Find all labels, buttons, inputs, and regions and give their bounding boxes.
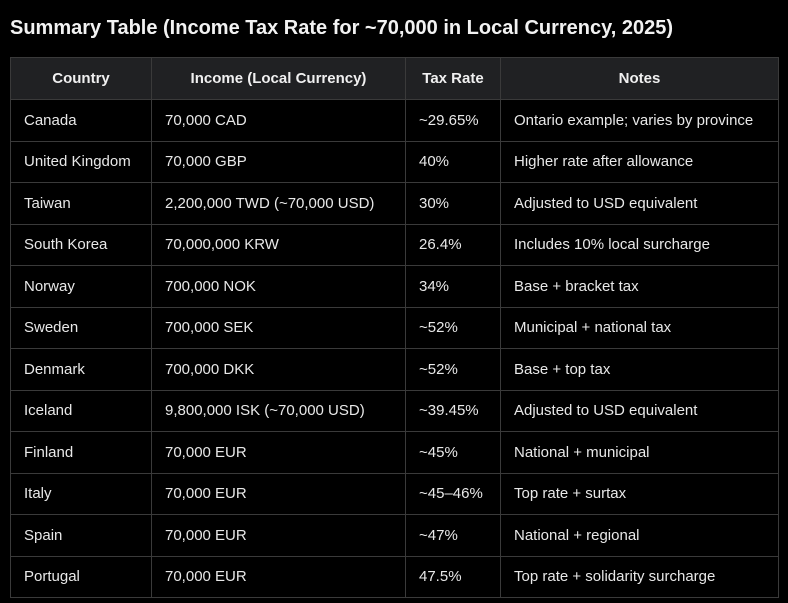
- cell-income: 2,200,000 TWD (~70,000 USD): [151, 182, 406, 225]
- cell-notes: Base + top tax: [500, 348, 779, 391]
- cell-tax-rate: 47.5%: [405, 555, 501, 598]
- cell-notes: Base + bracket tax: [500, 265, 779, 308]
- summary-table: Country Income (Local Currency) Tax Rate…: [10, 57, 779, 598]
- cell-tax-rate: ~52%: [405, 306, 501, 349]
- cell-tax-rate: ~45–46%: [405, 472, 501, 515]
- column-header-country: Country: [10, 57, 152, 100]
- cell-tax-rate: ~39.45%: [405, 389, 501, 432]
- cell-notes: Includes 10% local surcharge: [500, 223, 779, 266]
- table-row: Portugal 70,000 EUR 47.5% Top rate + sol…: [10, 555, 779, 598]
- cell-tax-rate: ~47%: [405, 514, 501, 557]
- cell-country: Taiwan: [10, 182, 152, 225]
- table-row: Norway 700,000 NOK 34% Base + bracket ta…: [10, 265, 779, 308]
- cell-income: 70,000 EUR: [151, 472, 406, 515]
- table-row: Iceland 9,800,000 ISK (~70,000 USD) ~39.…: [10, 389, 779, 432]
- table-row: Taiwan 2,200,000 TWD (~70,000 USD) 30% A…: [10, 182, 779, 225]
- cell-country: Portugal: [10, 555, 152, 598]
- table-row: Canada 70,000 CAD ~29.65% Ontario exampl…: [10, 99, 779, 142]
- cell-country: Iceland: [10, 389, 152, 432]
- cell-income: 700,000 SEK: [151, 306, 406, 349]
- cell-notes: National + regional: [500, 514, 779, 557]
- cell-tax-rate: ~52%: [405, 348, 501, 391]
- cell-income: 700,000 DKK: [151, 348, 406, 391]
- cell-country: United Kingdom: [10, 140, 152, 183]
- cell-notes: Top rate + surtax: [500, 472, 779, 515]
- cell-income: 70,000 EUR: [151, 514, 406, 557]
- cell-notes: Ontario example; varies by province: [500, 99, 779, 142]
- cell-country: Denmark: [10, 348, 152, 391]
- cell-income: 70,000 EUR: [151, 431, 406, 474]
- table-row: Italy 70,000 EUR ~45–46% Top rate + surt…: [10, 472, 779, 515]
- cell-country: Finland: [10, 431, 152, 474]
- cell-notes: Higher rate after allowance: [500, 140, 779, 183]
- cell-country: Norway: [10, 265, 152, 308]
- column-header-income: Income (Local Currency): [151, 57, 406, 100]
- cell-income: 70,000,000 KRW: [151, 223, 406, 266]
- cell-notes: Adjusted to USD equivalent: [500, 389, 779, 432]
- table-row: South Korea 70,000,000 KRW 26.4% Include…: [10, 223, 779, 266]
- table-row: Sweden 700,000 SEK ~52% Municipal + nati…: [10, 306, 779, 349]
- cell-notes: National + municipal: [500, 431, 779, 474]
- cell-notes: Municipal + national tax: [500, 306, 779, 349]
- cell-notes: Top rate + solidarity surcharge: [500, 555, 779, 598]
- cell-tax-rate: 34%: [405, 265, 501, 308]
- table-row: United Kingdom 70,000 GBP 40% Higher rat…: [10, 140, 779, 183]
- cell-country: Spain: [10, 514, 152, 557]
- cell-tax-rate: ~45%: [405, 431, 501, 474]
- cell-tax-rate: 40%: [405, 140, 501, 183]
- table-row: Finland 70,000 EUR ~45% National + munic…: [10, 431, 779, 474]
- cell-tax-rate: 30%: [405, 182, 501, 225]
- cell-tax-rate: 26.4%: [405, 223, 501, 266]
- cell-notes: Adjusted to USD equivalent: [500, 182, 779, 225]
- cell-country: South Korea: [10, 223, 152, 266]
- page-title: Summary Table (Income Tax Rate for ~70,0…: [10, 17, 674, 39]
- table-row: Denmark 700,000 DKK ~52% Base + top tax: [10, 348, 779, 391]
- cell-income: 9,800,000 ISK (~70,000 USD): [151, 389, 406, 432]
- table-row: Spain 70,000 EUR ~47% National + regiona…: [10, 514, 779, 557]
- column-header-tax-rate: Tax Rate: [405, 57, 501, 100]
- cell-country: Canada: [10, 99, 152, 142]
- table-header-row: Country Income (Local Currency) Tax Rate…: [10, 57, 779, 100]
- cell-income: 70,000 EUR: [151, 555, 406, 598]
- cell-country: Sweden: [10, 306, 152, 349]
- cell-tax-rate: ~29.65%: [405, 99, 501, 142]
- cell-income: 700,000 NOK: [151, 265, 406, 308]
- cell-country: Italy: [10, 472, 152, 515]
- cell-income: 70,000 CAD: [151, 99, 406, 142]
- column-header-notes: Notes: [500, 57, 779, 100]
- cell-income: 70,000 GBP: [151, 140, 406, 183]
